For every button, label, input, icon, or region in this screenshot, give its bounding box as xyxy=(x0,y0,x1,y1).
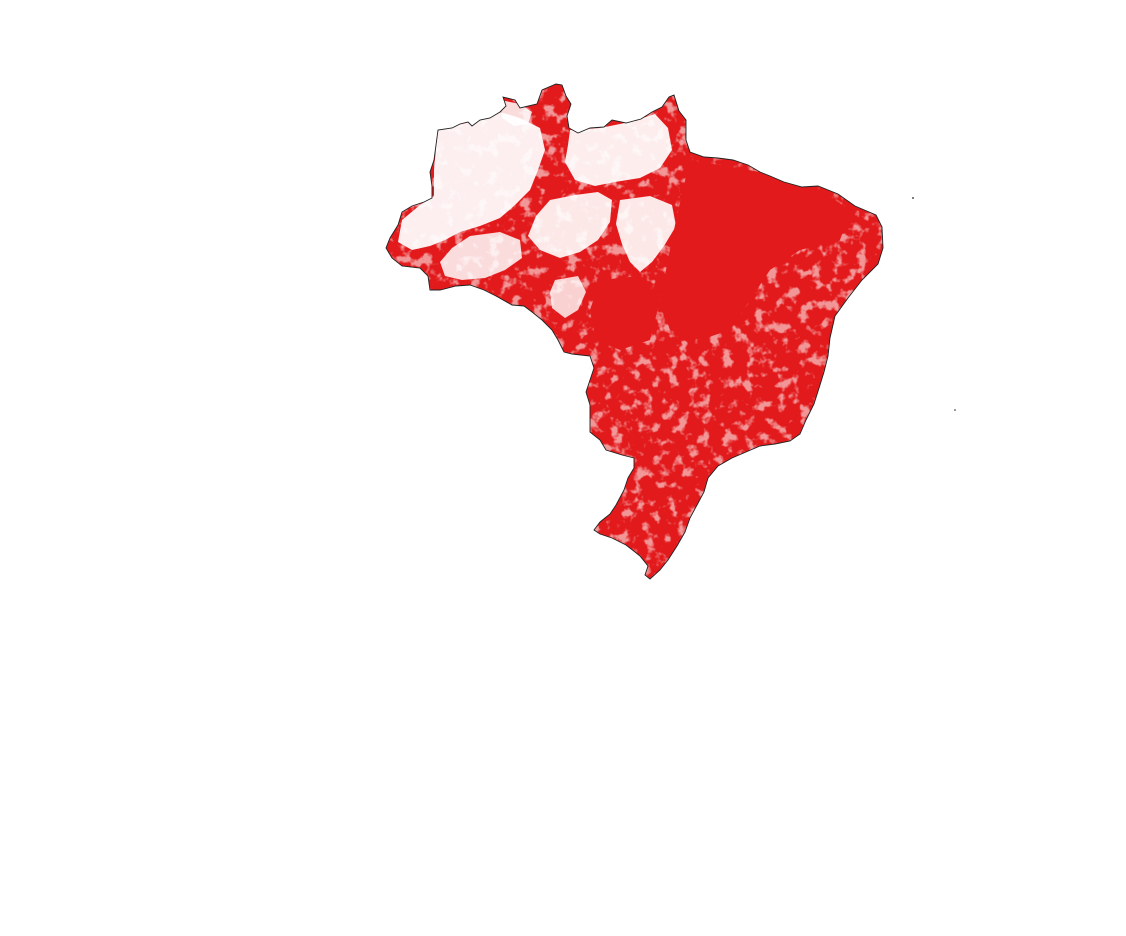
dense-highlight-west xyxy=(590,276,660,350)
island-dot xyxy=(954,409,956,411)
dense-highlight-core xyxy=(660,160,850,340)
island-dot xyxy=(912,197,914,199)
country-fill-group xyxy=(386,84,883,579)
